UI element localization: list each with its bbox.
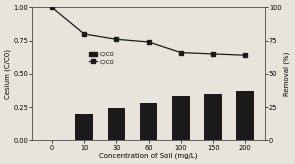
Bar <box>237 91 254 140</box>
X-axis label: Concentration of Soil (mg/L): Concentration of Soil (mg/L) <box>99 153 198 159</box>
Bar <box>204 94 222 140</box>
Y-axis label: Removal (%): Removal (%) <box>283 52 290 96</box>
Bar <box>107 108 125 140</box>
Bar <box>172 96 190 140</box>
Y-axis label: Cesium (C/C0): Cesium (C/C0) <box>5 49 12 99</box>
Bar <box>140 103 158 140</box>
Legend: C/C0, C/C0: C/C0, C/C0 <box>87 49 117 67</box>
Bar <box>75 114 93 140</box>
